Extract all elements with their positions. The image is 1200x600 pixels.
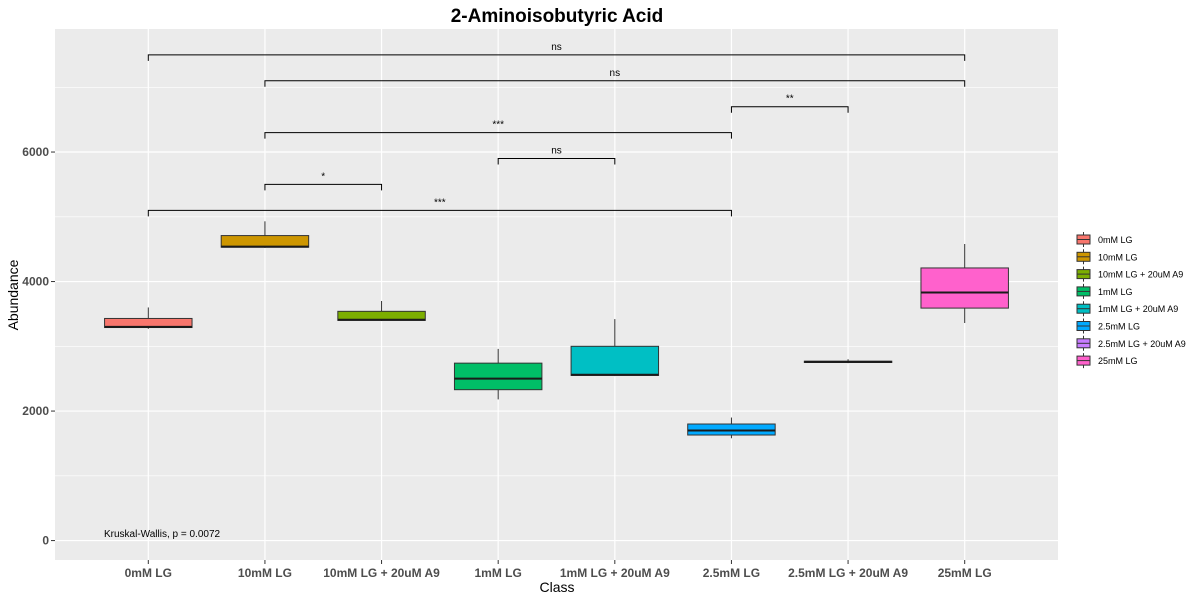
box-3 (453, 348, 543, 400)
grid-lines (55, 29, 1058, 560)
x-tick-label: 10mM LG + 20uM A9 (323, 566, 440, 580)
box-iqr (453, 362, 543, 391)
box-0 (104, 307, 193, 329)
x-tick-label: 2.5mM LG (703, 566, 760, 580)
significance-label: *** (492, 120, 504, 131)
significance-label: *** (434, 197, 446, 208)
legend-label: 0mM LG (1098, 235, 1133, 245)
legend-item: 10mM LG + 20uM A9 (1076, 266, 1183, 282)
x-tick-label: 25mM LG (938, 566, 992, 580)
box-4 (570, 319, 660, 377)
x-axis: 0mM LG 10mM LG 10mM LG + 20uM A9 1mM LG 1mM … (125, 560, 992, 580)
legend-label: 1mM LG (1098, 287, 1133, 297)
bracket-line (730, 106, 849, 113)
x-tick-label: 0mM LG (125, 566, 172, 580)
bracket-line (264, 80, 966, 87)
significance-label: ** (786, 94, 794, 105)
legend-item: 0mM LG (1076, 232, 1133, 247)
bracket-line (497, 158, 616, 165)
comparison-bracket: ns (147, 42, 966, 61)
significance-label: ns (551, 146, 562, 157)
legend-label: 1mM LG + 20uM A9 (1098, 304, 1178, 314)
significance-label: ns (610, 68, 621, 79)
comparison-bracket: *** (147, 197, 732, 217)
legend-label: 10mM LG (1098, 252, 1138, 262)
y-tick-label: 6000 (22, 145, 49, 159)
comparison-bracket: ** (730, 94, 849, 113)
legend-label: 2.5mM LG + 20uM A9 (1098, 339, 1186, 349)
legend-item: 25mM LG (1076, 353, 1138, 369)
y-axis: 0 2000 4000 6000 (22, 145, 55, 548)
legend-item: 1mM LG (1076, 283, 1133, 299)
box-7 (920, 243, 1009, 323)
bracket-line (147, 209, 732, 217)
x-tick-label: 1mM LG + 20uM A9 (560, 566, 670, 580)
bracket-line (264, 132, 732, 139)
legend-item: 2.5mM LG + 20uM A9 (1076, 335, 1186, 351)
x-tick-label: 1mM LG (475, 566, 522, 580)
comparison-bracket: ns (264, 68, 966, 87)
boxes (104, 221, 1009, 439)
significance-label: * (321, 171, 325, 182)
legend-label: 25mM LG (1098, 356, 1138, 366)
legend-item: 10mM LG (1076, 249, 1138, 265)
y-axis-title: Abundance (5, 259, 21, 330)
box-1 (220, 221, 310, 248)
significance-label: ns (551, 42, 562, 53)
box-2 (337, 300, 426, 322)
box-iqr (570, 345, 660, 376)
comparison-bracket: *** (264, 120, 732, 139)
kruskal-wallis-annotation: Kruskal-Wallis, p = 0.0072 (104, 529, 221, 540)
box-iqr (920, 267, 1009, 309)
bracket-line (147, 54, 966, 61)
legend-item: 2.5mM LG (1076, 318, 1140, 334)
legend: 0mM LG 10mM LG 10mM LG + 20uM A9 1mM LG 1mM … (1076, 232, 1186, 369)
x-tick-label: 10mM LG (238, 566, 292, 580)
y-tick-label: 2000 (22, 404, 49, 418)
box-iqr (220, 235, 310, 248)
legend-label: 10mM LG + 20uM A9 (1098, 270, 1183, 280)
y-tick-label: 4000 (22, 275, 49, 289)
x-axis-title: Class (539, 579, 574, 595)
bracket-line (264, 183, 383, 191)
comparison-bracket: * (264, 171, 383, 191)
y-tick-label: 0 (42, 534, 49, 548)
comparison-bracket: ns (497, 146, 616, 165)
box-6 (803, 359, 893, 364)
chart-title: 2-Aminoisobutyric Acid (451, 6, 664, 27)
box-5 (687, 417, 776, 439)
plot-panel (55, 29, 1058, 560)
legend-item: 1mM LG + 20uM A9 (1076, 301, 1178, 317)
x-tick-label: 2.5mM LG + 20uM A9 (788, 566, 908, 580)
legend-label: 2.5mM LG (1098, 322, 1140, 332)
